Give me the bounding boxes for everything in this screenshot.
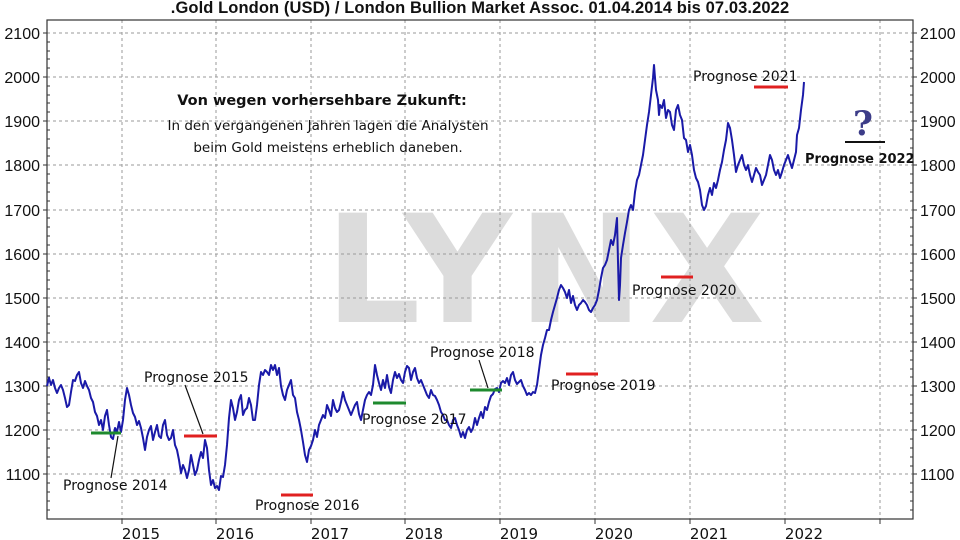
y-tick-label: 1400 bbox=[4, 335, 40, 352]
forecast-label-2020: Prognose 2020 bbox=[632, 283, 737, 299]
y-tick-label: 2100 bbox=[4, 26, 40, 43]
x-axis: 2015 2016 2017 2018 2019 2020 2021 2022 bbox=[122, 525, 823, 540]
y-tick-label: 1200 bbox=[4, 423, 40, 440]
forecast-labels: Prognose 2014 Prognose 2015 Prognose 201… bbox=[63, 69, 915, 514]
x-tick-label: 2015 bbox=[122, 525, 160, 540]
forecast-label-2016: Prognose 2016 bbox=[255, 498, 360, 514]
forecast-label-2019: Prognose 2019 bbox=[551, 378, 656, 394]
y-tick-label: 1600 bbox=[920, 247, 956, 264]
forecast-label-2022: Prognose 2022 bbox=[805, 152, 915, 167]
y-tick-label: 1300 bbox=[920, 379, 956, 396]
y-tick-label: 1700 bbox=[920, 203, 956, 220]
y-tick-label: 2000 bbox=[4, 70, 40, 87]
x-tick-label: 2017 bbox=[311, 525, 349, 540]
x-tick-label: 2022 bbox=[785, 525, 823, 540]
y-axis-right: 2100 2000 1900 1800 1700 1600 1500 1400 … bbox=[920, 26, 956, 484]
y-tick-label: 1700 bbox=[4, 203, 40, 220]
plot-frame bbox=[46, 19, 914, 520]
watermark: LYNX bbox=[325, 184, 771, 358]
x-tick-label: 2021 bbox=[690, 525, 728, 540]
y-tick-label: 1300 bbox=[4, 379, 40, 396]
forecast-label-2021: Prognose 2021 bbox=[693, 69, 798, 85]
y-tick-label: 1100 bbox=[6, 467, 41, 484]
x-tick-label: 2018 bbox=[405, 525, 443, 540]
x-tick-label: 2019 bbox=[500, 525, 538, 540]
forecast-lines bbox=[91, 85, 885, 497]
note-box: Von wegen vorhersehbare Zukunft: In den … bbox=[167, 93, 488, 156]
y-tick-label: 1100 bbox=[920, 467, 955, 484]
y-tick-label: 2000 bbox=[920, 70, 956, 87]
note-line: beim Gold meistens erheblich daneben. bbox=[193, 140, 462, 156]
y-minor-ticks bbox=[43, 32, 917, 524]
forecast-label-2018: Prognose 2018 bbox=[430, 345, 535, 361]
note-line: In den vergangenen Jahren lagen die Anal… bbox=[167, 118, 488, 134]
y-tick-label: 1500 bbox=[4, 291, 40, 308]
y-tick-label: 1800 bbox=[920, 158, 956, 175]
leader-lines bbox=[110, 359, 489, 479]
y-tick-label: 1800 bbox=[4, 158, 40, 175]
forecast-label-2017: Prognose 2017 bbox=[362, 412, 467, 428]
y-axis-left: 2100 2000 1900 1800 1700 1600 1500 1400 … bbox=[4, 26, 40, 484]
y-tick-label: 1400 bbox=[920, 335, 956, 352]
x-tick-label: 2016 bbox=[216, 525, 254, 540]
y-tick-label: 1900 bbox=[920, 114, 956, 131]
y-tick-label: 1600 bbox=[4, 247, 40, 264]
y-tick-label: 1500 bbox=[920, 291, 956, 308]
note-title: Von wegen vorhersehbare Zukunft: bbox=[177, 93, 467, 109]
horizontal-gridlines bbox=[47, 32, 913, 475]
y-tick-label: 1900 bbox=[4, 114, 40, 131]
x-tick-label: 2020 bbox=[595, 525, 633, 540]
y-tick-label: 1200 bbox=[920, 423, 956, 440]
forecast-label-2015: Prognose 2015 bbox=[144, 370, 249, 386]
chart-title: .Gold London (USD) / London Bullion Mark… bbox=[170, 0, 790, 17]
question-mark-icon: ? bbox=[853, 104, 873, 144]
gold-price-line bbox=[46, 64, 805, 491]
forecast-label-2014: Prognose 2014 bbox=[63, 478, 168, 494]
y-tick-label: 2100 bbox=[920, 26, 956, 43]
